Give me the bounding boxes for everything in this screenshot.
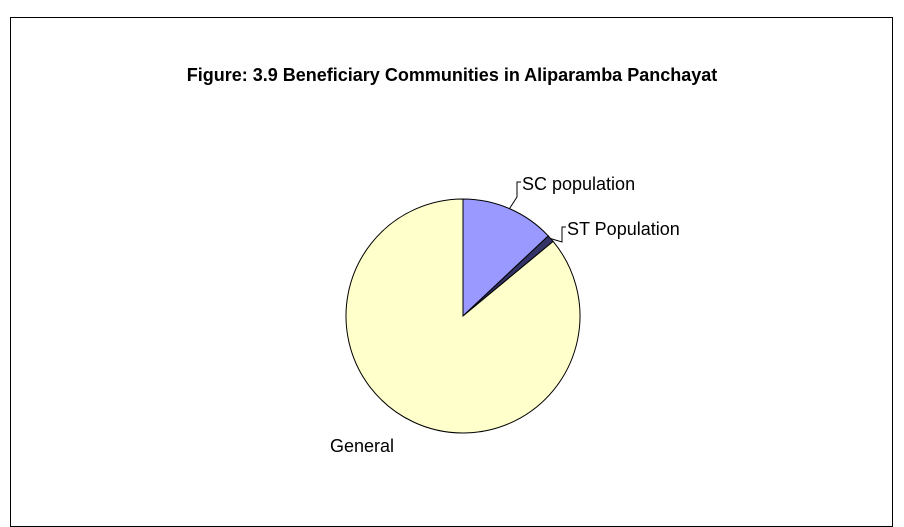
slice-label: SC population: [522, 174, 635, 194]
chart-title: Figure: 3.9 Beneficiary Communities in A…: [186, 65, 718, 85]
leader-line: [509, 181, 521, 209]
pie-slice: [345, 198, 581, 434]
slice-label: ST Population: [567, 219, 680, 239]
pie-slice: [462, 198, 549, 318]
leader-line: [550, 226, 566, 243]
slice-label: General: [330, 436, 394, 456]
